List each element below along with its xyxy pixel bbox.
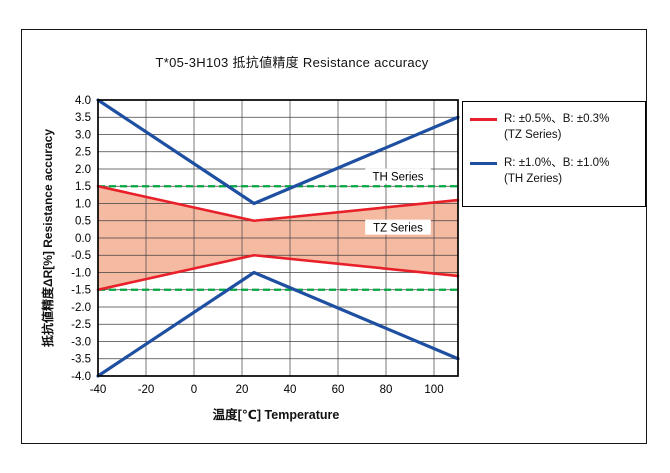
svg-text:4.0: 4.0	[75, 95, 91, 107]
svg-text:3.5: 3.5	[75, 112, 91, 124]
svg-text:2.5: 2.5	[75, 147, 91, 159]
svg-text:1.5: 1.5	[75, 181, 91, 193]
legend-spec-tz: R: ±0.5%、B: ±0.3%	[504, 113, 610, 125]
y-axis-label: 抵抗値精度ΔR[%] Resistance accuracy	[41, 128, 55, 348]
svg-text:-40: -40	[90, 384, 107, 396]
legend-entry-th: R: ±1.0%、B: ±1.0% (TH Zeries)	[470, 156, 638, 187]
th-line-sample	[470, 162, 497, 166]
svg-text:20: 20	[236, 384, 249, 396]
svg-text:-1.0: -1.0	[71, 267, 91, 279]
svg-text:-20: -20	[138, 384, 155, 396]
svg-text:2.0: 2.0	[75, 164, 91, 176]
x-axis-label: 温度[℃] Temperature	[212, 408, 340, 422]
svg-text:-3.0: -3.0	[71, 336, 91, 348]
svg-text:60: 60	[332, 384, 345, 396]
svg-text:0.5: 0.5	[75, 216, 91, 228]
svg-text:40: 40	[284, 384, 297, 396]
svg-text:1.0: 1.0	[75, 198, 91, 210]
svg-text:-2.5: -2.5	[71, 319, 91, 331]
chart-frame: T*05-3H103 抵抗値精度 Resistance accuracy 抵抗値…	[21, 29, 647, 444]
svg-text:0.0: 0.0	[75, 233, 91, 245]
svg-text:100: 100	[424, 384, 443, 396]
legend-text-th: R: ±1.0%、B: ±1.0% (TH Zeries)	[504, 156, 609, 187]
legend-text-tz: R: ±0.5%、B: ±0.3% (TZ Series)	[504, 112, 609, 143]
svg-text:3.0: 3.0	[75, 129, 91, 141]
svg-text:-3.5: -3.5	[71, 354, 91, 366]
legend: R: ±0.5%、B: ±0.3% (TZ Series) R: ±1.0%、B…	[462, 101, 646, 207]
svg-text:-4.0: -4.0	[71, 371, 91, 383]
legend-entry-tz: R: ±0.5%、B: ±0.3% (TZ Series)	[470, 112, 638, 143]
svg-text:TZ Series: TZ Series	[373, 223, 423, 235]
svg-text:TH Series: TH Series	[372, 172, 423, 184]
svg-text:-1.5: -1.5	[71, 285, 91, 297]
svg-text:80: 80	[380, 384, 393, 396]
legend-spec-th: R: ±1.0%、B: ±1.0%	[504, 157, 610, 170]
svg-text:-2.0: -2.0	[71, 302, 91, 314]
legend-series-tz: (TZ Series)	[504, 128, 562, 141]
svg-text:-0.5: -0.5	[71, 250, 91, 262]
chart-title: T*05-3H103 抵抗値精度 Resistance accuracy	[155, 55, 429, 70]
legend-series-th: (TH Zeries)	[504, 172, 563, 185]
chart-plot: -4.0 -3.5 -3.0 -2.5 -2.0 -1.5 -1.0 -0.5 0.0 0.5 1.…	[71, 95, 460, 396]
svg-text:0: 0	[191, 384, 197, 396]
tz-line-sample	[470, 118, 497, 121]
